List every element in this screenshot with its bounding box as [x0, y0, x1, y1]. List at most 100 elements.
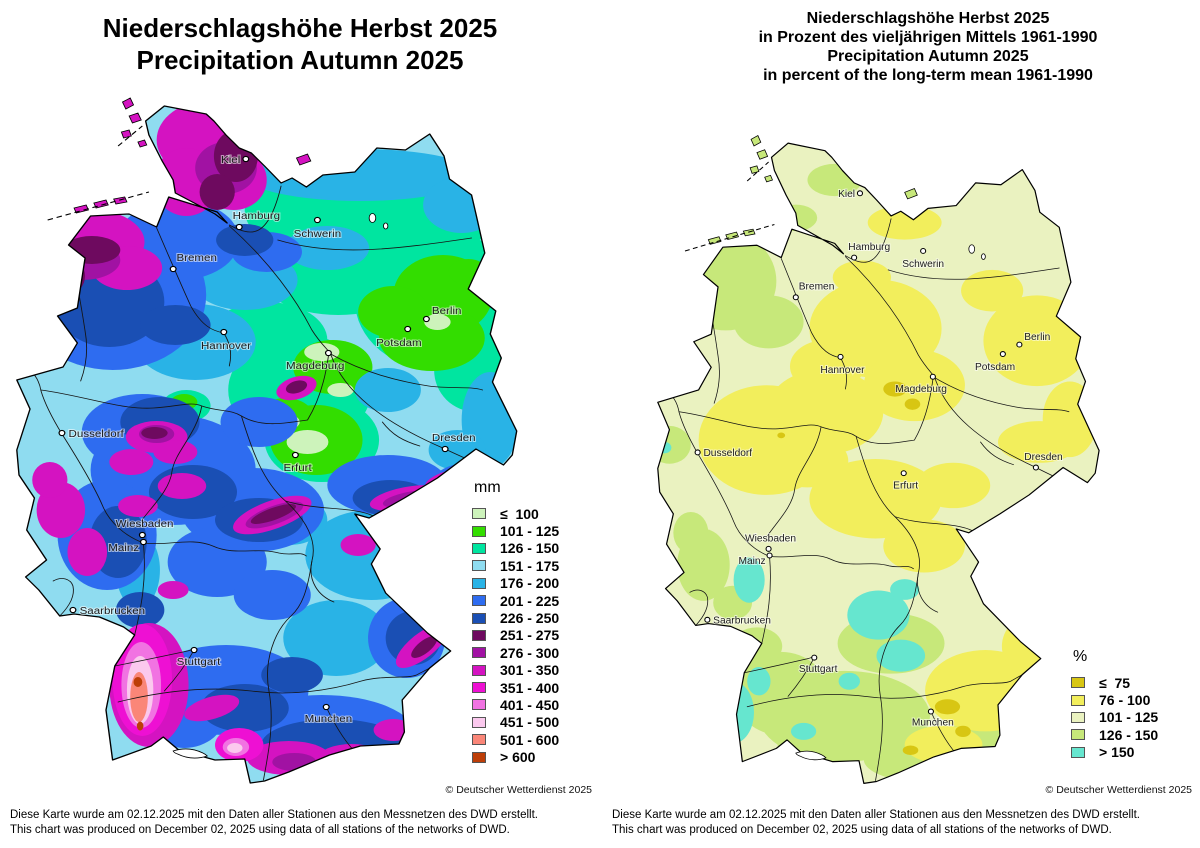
legend-entry: 351 - 400 [472, 679, 559, 696]
legend-swatch [472, 664, 486, 676]
legend-swatch [472, 542, 486, 554]
left-title-line-1: Niederschlagshöhe Herbst 2025 [102, 13, 498, 43]
legend-label: 101 - 125 [500, 523, 560, 540]
legend-label: 501 - 600 [500, 731, 560, 748]
legend-label: 176 - 200 [500, 575, 560, 592]
legend-entry: 251 - 275 [472, 627, 559, 644]
legend-swatch [472, 560, 486, 572]
legend-unit-mm: mm [474, 479, 501, 496]
city-label-stuttgart: Stuttgart [799, 664, 838, 675]
city-marker-stuttgart [190, 646, 198, 654]
legend-entry: > 600 [472, 748, 559, 765]
city-label-wiesbaden: Wiesbaden [116, 518, 174, 529]
city-marker-potsdam [999, 351, 1006, 358]
city-marker-saarbrucken [69, 606, 77, 614]
city-marker-dusseldorf [694, 449, 701, 456]
city-label-kiel: Kiel [221, 154, 240, 165]
legend-label: 151 - 175 [500, 557, 560, 574]
footer-right-en: This chart was produced on December 02, … [612, 824, 1112, 836]
city-label-bremen: Bremen [176, 252, 216, 263]
legend-swatch [1071, 677, 1085, 689]
legend-swatch [472, 595, 486, 607]
city-label-dresden: Dresden [1024, 452, 1063, 463]
legend-swatch [472, 647, 486, 659]
footer-left-de: Diese Karte wurde am 02.12.2025 mit den … [10, 809, 539, 821]
legend-label: 301 - 350 [500, 662, 560, 679]
footer-right: Diese Karte wurde am 02.12.2025 mit den … [612, 808, 1187, 838]
legend-swatch [472, 734, 486, 746]
city-label-dusseldorf: Dusseldorf [703, 448, 752, 459]
legend-entry: 201 - 225 [472, 592, 559, 609]
legend-label: 401 - 450 [500, 696, 560, 713]
legend-entry: 176 - 200 [472, 575, 559, 592]
city-marker-schwerin [313, 216, 321, 224]
legend-entry: 301 - 350 [472, 662, 559, 679]
city-marker-hannover [837, 353, 844, 360]
legend-entry: 76 - 100 [1071, 691, 1158, 708]
city-label-berlin: Berlin [1024, 332, 1050, 343]
city-marker-magdeburg [929, 373, 936, 380]
city-label-magdeburg: Magdeburg [286, 360, 344, 371]
city-marker-munchen [322, 703, 330, 711]
legend-swatch [1071, 694, 1085, 706]
legend-entry: ≤ 100 [472, 505, 559, 522]
city-label-saarbrucken: Saarbrucken [713, 616, 771, 627]
legend-label: 76 - 100 [1099, 692, 1151, 709]
legend-entry: > 150 [1071, 744, 1158, 761]
legend-label: 126 - 150 [500, 540, 560, 557]
legend-label: 251 - 275 [500, 627, 560, 644]
right-title-line-2: in Prozent des vieljährigen Mittels 1961… [758, 29, 1098, 46]
copyright-right: © Deutscher Wetterdienst 2025 [1045, 784, 1192, 796]
city-label-erfurt: Erfurt [283, 462, 311, 473]
footer-left-en: This chart was produced on December 02, … [10, 824, 510, 836]
legend-entry: 126 - 150 [472, 540, 559, 557]
city-label-hamburg: Hamburg [233, 210, 281, 221]
city-marker-mainz [766, 552, 773, 559]
legend-entry: 101 - 125 [472, 522, 559, 539]
city-label-munchen: Munchen [305, 713, 353, 724]
city-marker-erfurt [900, 470, 907, 477]
legend-swatch [1071, 711, 1085, 723]
legend-label: 101 - 125 [1099, 709, 1159, 726]
city-label-schwerin: Schwerin [294, 228, 342, 239]
city-marker-potsdam [404, 325, 412, 333]
city-marker-wiesbaden [138, 531, 146, 539]
legend-label: 451 - 500 [500, 714, 560, 731]
city-marker-dusseldorf [58, 429, 66, 437]
city-marker-hamburg [851, 254, 858, 261]
city-marker-kiel [856, 190, 864, 197]
city-label-magdeburg: Magdeburg [895, 384, 947, 395]
legend-entry: 226 - 250 [472, 609, 559, 626]
legend-entry: 276 - 300 [472, 644, 559, 661]
right-title-line-1: Niederschlagshöhe Herbst 2025 [806, 10, 1050, 27]
legend-entry: 126 - 150 [1071, 726, 1158, 743]
city-label-wiesbaden: Wiesbaden [745, 533, 796, 544]
city-label-hamburg: Hamburg [848, 242, 890, 253]
city-markers: Kiel Hamburg Schwerin Bremen Berlin Potsdam Ha… [58, 153, 477, 726]
city-marker-dresden [441, 445, 449, 453]
legend-swatch [472, 508, 486, 520]
city-label-hannover: Hannover [201, 340, 251, 351]
city-label-mainz: Mainz [738, 556, 765, 567]
legend-unit-percent: % [1073, 648, 1088, 665]
city-label-bremen: Bremen [799, 282, 835, 293]
legend-entries-mm: ≤ 100 101 - 125 126 - 150 151 - 175 176 - 20… [472, 505, 559, 766]
legend-entries-percent: ≤ 75 76 - 100 101 - 125 126 - 150 > 150 [1071, 674, 1158, 761]
city-marker-berlin [422, 315, 430, 323]
city-marker-erfurt [291, 451, 299, 459]
city-marker-kiel [242, 155, 250, 163]
city-marker-stuttgart [811, 654, 818, 661]
right-map-title: Niederschlagshöhe Herbst 2025 in Prozent… [668, 9, 1188, 85]
city-marker-schwerin [920, 247, 927, 254]
city-marker-mainz [139, 538, 147, 546]
city-label-erfurt: Erfurt [893, 480, 918, 491]
right-title-line-3: Precipitation Autumn 2025 [827, 48, 1029, 65]
footer-left: Diese Karte wurde am 02.12.2025 mit den … [10, 808, 585, 838]
city-marker-hamburg [235, 223, 243, 231]
precipitation-map-mm: Kiel Hamburg Schwerin Bremen Berlin Potsdam Ha… [16, 97, 518, 784]
legend-swatch [472, 682, 486, 694]
city-label-potsdam: Potsdam [975, 362, 1015, 373]
city-marker-berlin [1016, 341, 1023, 348]
city-marker-dresden [1032, 464, 1039, 471]
city-label-dresden: Dresden [432, 432, 476, 443]
